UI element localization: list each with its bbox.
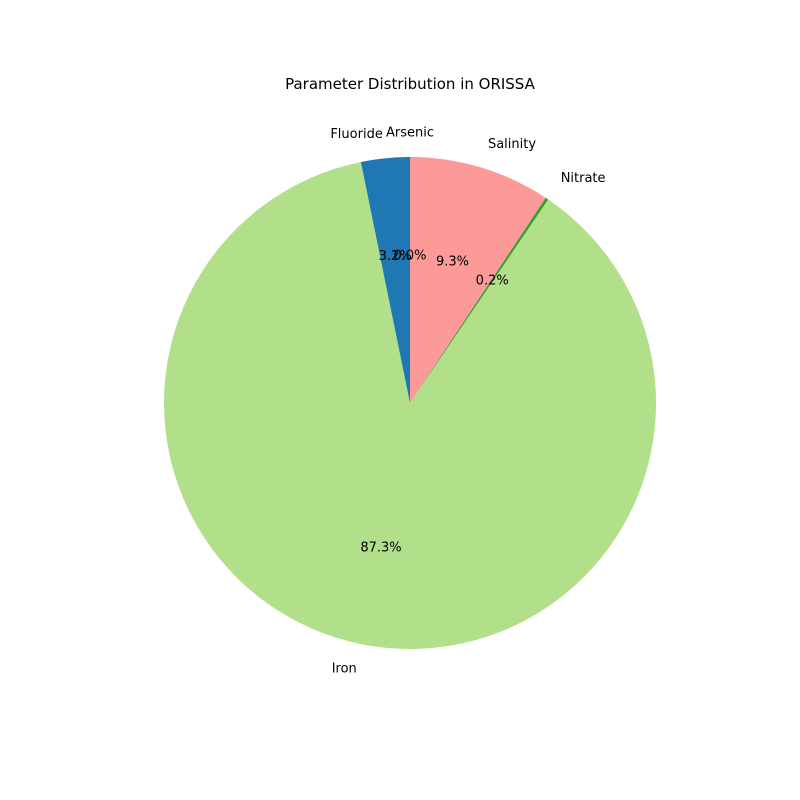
slice-percent-iron: 87.3% (360, 541, 401, 556)
pie-slice-iron (163, 161, 656, 649)
slice-percent-nitrate: 0.2% (476, 273, 509, 288)
pie-labels: Arsenic 0.0% Salinity 9.3% Nitrate 0.2% Iron 87… (330, 125, 605, 676)
slice-label-iron: Iron (332, 661, 357, 676)
slice-label-salinity: Salinity (488, 137, 536, 152)
slice-label-nitrate: Nitrate (561, 171, 606, 186)
slice-percent-salinity: 9.3% (436, 255, 469, 270)
pie-slice-nitrate (410, 197, 549, 403)
chart-title: Parameter Distribution in ORISSA (285, 75, 536, 93)
pie-slices (163, 157, 656, 649)
pie-slice-salinity (410, 157, 546, 403)
slice-percent-fluoride: 3.2% (379, 249, 412, 264)
pie-slice-fluoride (360, 157, 410, 403)
slice-label-arsenic: Arsenic (386, 125, 434, 140)
slice-label-fluoride: Fluoride (330, 127, 383, 142)
slice-percent-arsenic: 0.0% (393, 248, 426, 263)
